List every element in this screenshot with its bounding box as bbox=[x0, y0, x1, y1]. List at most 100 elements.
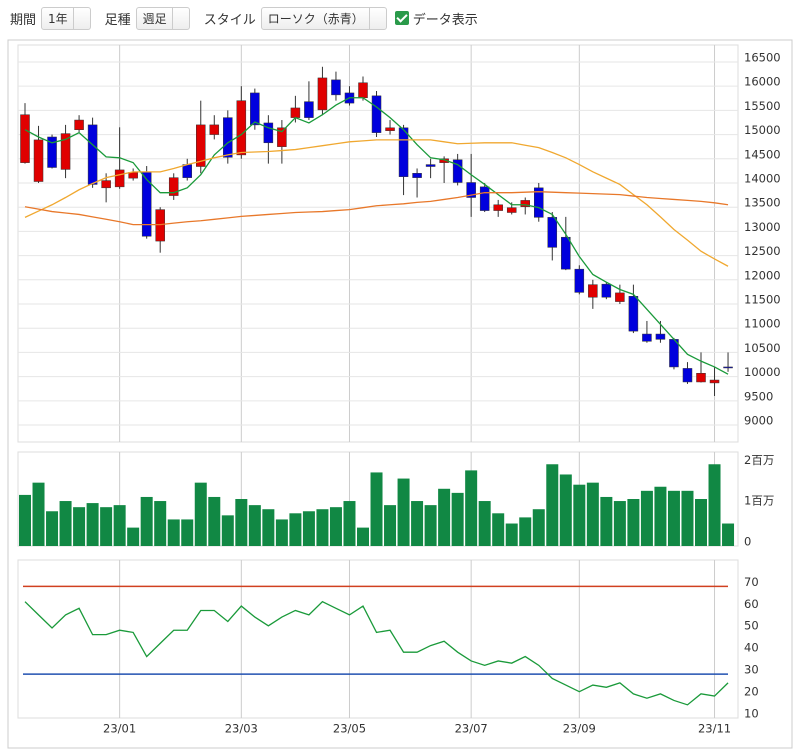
period-label: 期間 bbox=[10, 12, 37, 28]
volume-bar bbox=[451, 492, 464, 546]
y-tick-label: 10000 bbox=[744, 365, 781, 379]
checkbox[interactable] bbox=[394, 11, 409, 25]
period-select[interactable]: 1年 bbox=[41, 6, 91, 30]
y-tick-label: 11000 bbox=[744, 317, 781, 331]
volume-bar bbox=[532, 509, 545, 546]
y-tick-label: 15000 bbox=[744, 123, 781, 137]
volume-bar bbox=[492, 513, 505, 546]
y-tick-label: 40 bbox=[744, 641, 759, 655]
y-tick-label: 14000 bbox=[744, 171, 781, 185]
candle-body bbox=[277, 127, 287, 147]
show-data-label[interactable]: データ表示 bbox=[412, 12, 478, 28]
volume-bar bbox=[302, 511, 315, 546]
y-tick-label: 13500 bbox=[744, 196, 781, 210]
candle-body bbox=[141, 171, 152, 237]
volume-bar bbox=[262, 509, 275, 546]
candle-body bbox=[128, 172, 138, 179]
candle-body bbox=[425, 164, 436, 167]
y-tick-label: 60 bbox=[744, 597, 759, 611]
plot-area bbox=[17, 44, 739, 443]
volume-bar bbox=[221, 515, 234, 546]
volume-bar bbox=[86, 503, 99, 546]
volume-bar bbox=[343, 501, 356, 546]
candle-body bbox=[114, 169, 125, 188]
style-label: スタイル bbox=[203, 12, 256, 28]
candle-body bbox=[196, 124, 206, 167]
volume-bar bbox=[208, 496, 221, 546]
candle-body bbox=[74, 119, 84, 130]
y-tick-label: 15500 bbox=[744, 99, 781, 113]
y-tick-label: 50 bbox=[744, 619, 759, 633]
volume-bar bbox=[357, 527, 369, 546]
volume-bar bbox=[113, 505, 126, 546]
candle-body bbox=[696, 373, 706, 383]
volume-bar bbox=[73, 507, 86, 546]
volume-bar bbox=[248, 505, 261, 546]
plot-area bbox=[17, 559, 739, 719]
candle-body bbox=[87, 124, 98, 185]
candle-body bbox=[20, 114, 30, 163]
volume-bar bbox=[640, 490, 653, 546]
volume-bar bbox=[235, 499, 248, 546]
volume-bar bbox=[722, 523, 735, 546]
volume-bar bbox=[600, 496, 613, 546]
candle-body bbox=[506, 207, 517, 213]
volume-bar bbox=[370, 472, 383, 546]
candle-body bbox=[290, 107, 301, 118]
candle-body bbox=[47, 136, 57, 168]
candle-body bbox=[371, 95, 382, 133]
volume-bar bbox=[573, 484, 586, 546]
bar-select[interactable]: 週足 bbox=[135, 6, 190, 30]
y-tick-label: 0 bbox=[744, 535, 751, 549]
volume-bar bbox=[613, 501, 626, 546]
candle-body bbox=[236, 100, 247, 156]
candle-body bbox=[223, 117, 233, 158]
candle-body bbox=[385, 127, 395, 131]
panel-border bbox=[7, 39, 793, 749]
volume-bar bbox=[708, 464, 721, 546]
volume-bar bbox=[194, 482, 207, 546]
candle-body bbox=[642, 333, 652, 342]
candle-body bbox=[33, 139, 44, 182]
toolbar: 期間 1年 足種 週足 スタイル ローソク（赤青） データ表示 bbox=[0, 0, 800, 36]
y-tick-label: 13000 bbox=[744, 220, 781, 234]
candle-body bbox=[479, 186, 490, 211]
volume-bar bbox=[681, 490, 694, 546]
y-tick-label: 14500 bbox=[744, 147, 781, 161]
volume-bar bbox=[384, 505, 397, 546]
volume-bar bbox=[329, 507, 342, 546]
y-tick-label: 10 bbox=[744, 707, 759, 721]
bar-label: 足種 bbox=[104, 12, 131, 28]
candle-body bbox=[520, 200, 530, 207]
candle-body bbox=[452, 159, 463, 183]
volume-bar bbox=[167, 519, 180, 546]
style-select[interactable]: ローソク（赤青） bbox=[260, 6, 387, 30]
x-tick-label: 23/09 bbox=[563, 722, 596, 736]
volume-bar bbox=[154, 501, 167, 546]
candle-body bbox=[601, 283, 612, 298]
volume-bar bbox=[289, 513, 302, 546]
candle-body bbox=[493, 204, 503, 211]
y-tick-label: 11500 bbox=[744, 293, 781, 307]
candle-body bbox=[709, 379, 720, 384]
volume-bar bbox=[59, 501, 72, 546]
candle-body bbox=[561, 236, 571, 270]
candle-body bbox=[155, 209, 165, 242]
y-tick-label: 16500 bbox=[744, 50, 781, 64]
moving-average bbox=[24, 139, 729, 267]
candle-body bbox=[331, 79, 341, 96]
candle-body bbox=[168, 177, 179, 196]
volume-bar bbox=[19, 494, 31, 546]
candle-body bbox=[723, 366, 733, 369]
volume-bar bbox=[127, 527, 140, 546]
y-tick-label: 16000 bbox=[744, 75, 781, 89]
candle-body bbox=[101, 180, 111, 189]
y-tick-label: 70 bbox=[744, 575, 759, 589]
candle-body bbox=[547, 217, 558, 248]
volume-bar bbox=[397, 478, 410, 546]
moving-average bbox=[24, 191, 729, 226]
volume-bar bbox=[100, 507, 113, 546]
candle-body bbox=[412, 173, 422, 178]
